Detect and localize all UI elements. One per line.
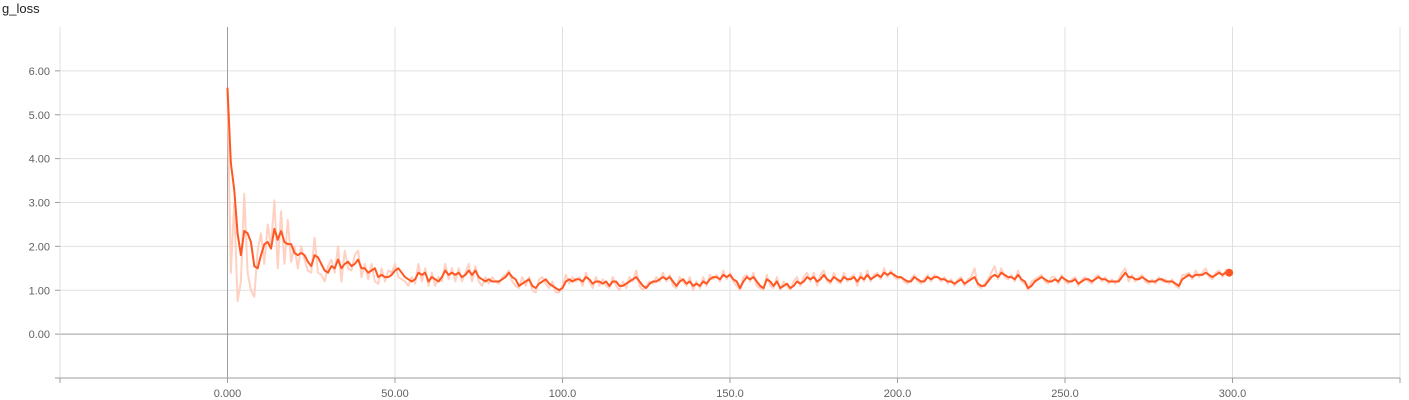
raw-series-line [226, 91, 1231, 303]
x-tick-label: 150.0 [716, 388, 744, 400]
chart-title: g_loss [2, 1, 40, 16]
y-tick-label: 0.00 [29, 329, 50, 341]
axes [55, 27, 1401, 383]
x-tick-label: 250.0 [1051, 388, 1079, 400]
x-tick-label: 200.0 [884, 388, 912, 400]
y-tick-label: 4.00 [29, 154, 50, 166]
y-tick-label: 6.00 [29, 66, 50, 78]
y-tick-label: 1.00 [29, 285, 50, 297]
x-tick-label: 100.0 [549, 388, 577, 400]
smoothed-series-line [226, 87, 1231, 292]
y-tick-label: 2.00 [29, 241, 50, 253]
tick-labels: 0.00 1.00 2.00 3.00 4.00 5.00 6.00 0.000 50.00 10… [29, 66, 1247, 400]
y-tick-label: 3.00 [29, 198, 50, 210]
last-point-marker [1225, 268, 1234, 277]
grid [60, 27, 1401, 378]
y-tick-label: 5.00 [29, 110, 50, 122]
series [226, 87, 1234, 303]
x-tick-label: 300.0 [1219, 388, 1247, 400]
x-tick-label: 50.00 [381, 388, 409, 400]
x-tick-label: 0.000 [214, 388, 242, 400]
